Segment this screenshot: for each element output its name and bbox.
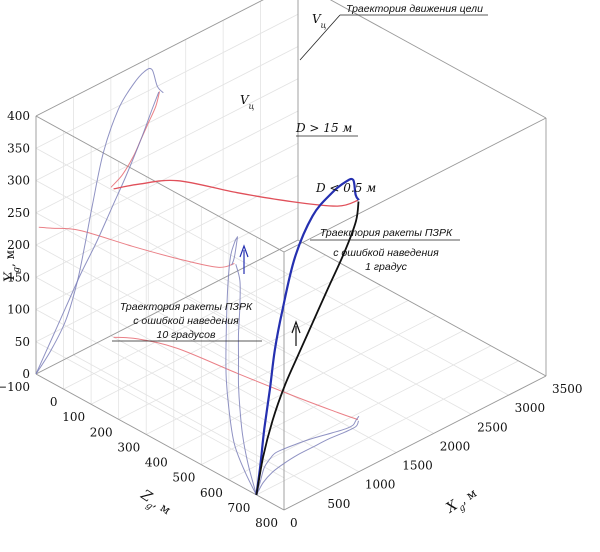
z-axis-label: Zg, м [135, 486, 174, 521]
projection-right-wall-series-1 [36, 68, 163, 374]
projection-left-wall-series-1 [226, 237, 257, 495]
grid-right-y [36, 14, 298, 148]
annotation-missile-10deg-line3: 10 градусов [157, 329, 216, 341]
grid-floor-z [201, 331, 463, 465]
projection-left-wall-series-0 [39, 227, 235, 267]
z-tick-label: −100 [0, 380, 30, 394]
y-tick-label: 100 [7, 303, 30, 317]
box-edge [284, 376, 546, 510]
annotation-d-less-05: D < 0.5 м [315, 181, 376, 195]
y-tick-label: 0 [22, 367, 30, 381]
x-tick-label: 2500 [477, 420, 508, 434]
box-edge [298, 240, 546, 376]
y-tick-label: 300 [7, 174, 30, 188]
z-tick-label: 600 [200, 486, 223, 500]
blue-direction-arrow [240, 246, 248, 274]
grid-floor-z [91, 270, 353, 404]
annotation-missile-10deg-line2: с ошибкой наведения [133, 315, 239, 327]
x-tick-label: 1500 [402, 459, 433, 473]
grid-right-y [36, 79, 298, 213]
box-edge [36, 374, 284, 510]
z-tick-label: 400 [145, 456, 168, 470]
projection-floor-series-0 [114, 337, 358, 419]
annotation-missile-1deg-line3: 1 градус [365, 261, 408, 273]
y-tick-label: 400 [7, 109, 30, 123]
x-tick-label: 1000 [365, 478, 396, 492]
annotations: Траектория движения цели Vц Vц D > 15 м … [112, 3, 488, 346]
z-tick-label: 700 [228, 501, 251, 515]
black-direction-arrow [292, 322, 300, 346]
grid-floor-x [111, 336, 359, 472]
annotation-missile-1deg-line2: с ошибкой наведения [333, 247, 439, 259]
annotation-velocity-top: Vц [312, 12, 327, 30]
annotation-velocity-mid: Vц [240, 93, 255, 111]
annotation-d-greater-15: D > 15 м [295, 121, 352, 135]
x-tick-label: 3500 [552, 382, 583, 396]
y-tick-label: 200 [7, 238, 30, 252]
annotation-missile-1deg-line1: Траектория ракеты ПЗРК [320, 227, 453, 239]
annotation-target-path: Траектория движения цели [346, 3, 483, 15]
y-tick-label: 250 [7, 206, 30, 220]
z-tick-label: 500 [172, 471, 195, 485]
x-tick-label: 2000 [440, 439, 471, 453]
annotation-missile-10deg-line1: Траектория ракеты ПЗРК [120, 301, 253, 313]
x-tick-label: 0 [290, 516, 298, 530]
grid-right-y [36, 111, 298, 245]
grid-floor-x [223, 278, 471, 414]
grid-right-y [36, 47, 298, 181]
box-edge [298, 0, 546, 118]
y-tick-label: 50 [15, 335, 30, 349]
x-tick-label: 500 [327, 497, 350, 511]
grid-floor-z [229, 346, 491, 480]
x-tick-label: 3000 [515, 401, 546, 415]
y-tick-label: 350 [7, 141, 30, 155]
z-tick-label: 200 [90, 425, 113, 439]
z-tick-label: 800 [255, 516, 278, 530]
projection-right-wall-series-2 [36, 92, 159, 374]
grid-right-y [36, 143, 298, 277]
z-tick-label: 100 [62, 410, 85, 424]
tick-labels: 050100150200250300350400−100010020030040… [0, 109, 583, 530]
z-tick-label: 300 [117, 440, 140, 454]
z-tick-label: 0 [50, 395, 58, 409]
x-axis-label: Xg, м [443, 485, 482, 520]
